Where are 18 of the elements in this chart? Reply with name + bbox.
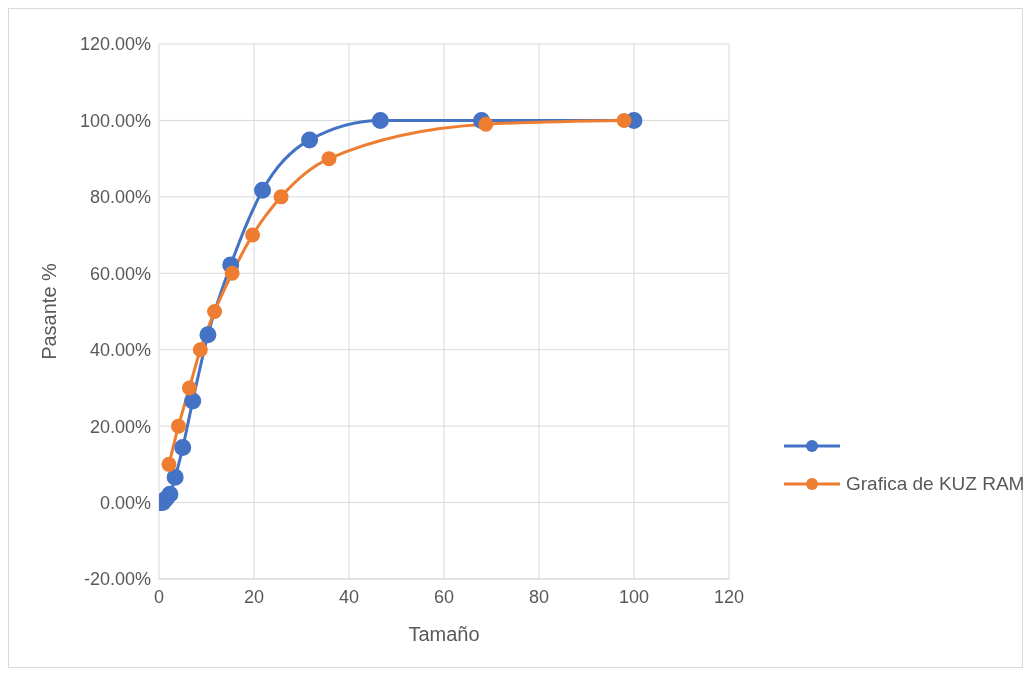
legend-label: Grafica de KUZ RAM bbox=[846, 473, 1025, 495]
x-tick-label: 0 bbox=[153, 587, 165, 607]
x-tick-label: 20 bbox=[243, 587, 265, 607]
y-tick-label: 40.00% bbox=[89, 340, 151, 361]
x-tick-label: 100 bbox=[618, 587, 650, 607]
x-axis-title: Tamaño bbox=[408, 623, 480, 645]
x-tick-label: 40 bbox=[338, 587, 360, 607]
y-tick-label: 60.00% bbox=[89, 263, 151, 284]
x-tick-label: 120 bbox=[713, 587, 745, 607]
x-tick-label: 80 bbox=[528, 587, 550, 607]
y-tick-label: 120.00% bbox=[79, 34, 151, 55]
x-tick-label: 60 bbox=[433, 587, 455, 607]
y-axis-title: Pasante % bbox=[38, 262, 61, 360]
y-tick-label: 80.00% bbox=[89, 187, 151, 208]
y-tick-label: 20.00% bbox=[89, 416, 151, 437]
y-tick-label: -20.00% bbox=[83, 569, 151, 590]
y-tick-label: 100.00% bbox=[79, 110, 151, 131]
y-tick-label: 0.00% bbox=[99, 492, 151, 513]
